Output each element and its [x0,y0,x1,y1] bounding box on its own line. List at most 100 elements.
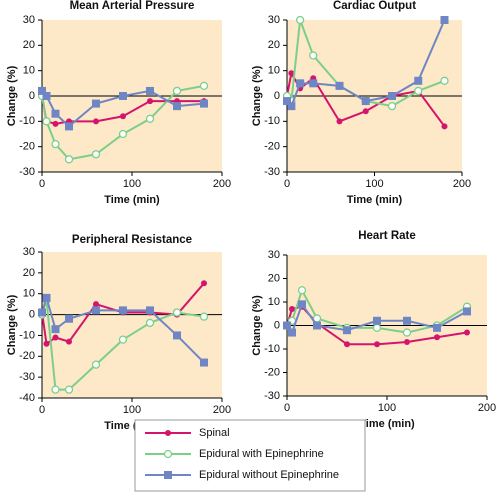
y-tick-label: -30 [19,371,35,383]
marker [313,321,321,330]
marker [43,340,50,347]
panel-title: Cardiac Output [333,0,416,12]
x-axis-label: Time (min) [359,418,415,430]
marker [387,101,397,111]
marker [295,15,305,25]
panel: Cardiac Output -30 -20 -10 0 10 20 30 0 100 200 Tim… [251,0,471,206]
marker [288,70,295,77]
marker [65,314,73,323]
marker [433,323,441,332]
panel-title: Peripheral Resistance [72,234,192,246]
panel: Mean Arterial Pressure -30 -20 -10 0 10 20 30 0 1… [6,0,231,206]
marker [38,308,46,317]
x-tick-label: 0 [39,178,45,190]
legend-label: Spinal [199,427,230,439]
y-tick-label: -30 [19,166,35,178]
y-axis-label: Change (%) [6,65,18,126]
marker [92,306,100,315]
marker [38,86,46,95]
marker [373,316,381,325]
y-tick-label: 10 [268,65,280,77]
marker [65,122,73,131]
marker [163,449,173,459]
y-tick-label: -10 [264,343,280,355]
marker [297,286,307,295]
plot-area [42,252,222,398]
marker [298,300,306,309]
x-tick-label: 200 [453,178,471,190]
marker [434,334,440,341]
y-tick-label: 20 [23,39,35,51]
x-tick-label: 200 [213,178,231,190]
marker [343,326,351,335]
marker [404,338,410,345]
marker [403,316,411,325]
marker [51,109,60,118]
marker [64,155,74,164]
marker [362,108,369,115]
marker [120,113,126,120]
marker [336,118,343,125]
marker [52,120,59,127]
x-tick-label: 100 [123,404,141,416]
panel: Peripheral Resistance -40 -30 -20 -10 0 10 20 30… [6,234,231,432]
marker [165,430,171,436]
marker [414,86,423,96]
marker [145,114,155,123]
y-tick-label: 30 [268,14,280,26]
x-tick-label: 200 [478,402,496,414]
legend-label: Epidural with Epinephrine [199,448,324,460]
y-tick-label: -20 [264,141,280,153]
marker [200,358,208,367]
y-axis-label: Change (%) [251,295,263,356]
legend-label: Epidural without Epinephrine [199,469,339,481]
marker [91,150,101,159]
y-tick-label: 10 [268,296,280,308]
marker [164,471,172,479]
marker [344,341,350,348]
marker [440,16,449,24]
marker [287,102,296,111]
marker [42,92,51,100]
y-tick-label: 20 [268,39,280,51]
marker [66,338,72,345]
y-tick-label: -20 [19,350,35,362]
x-axis-label: Time (min) [104,194,160,206]
marker [173,331,181,340]
y-tick-label: 20 [23,267,35,279]
panel-title: Mean Arterial Pressure [70,0,195,12]
marker [372,323,382,333]
marker [335,81,344,90]
y-tick-label: 0 [29,90,35,102]
marker [145,318,155,328]
marker [42,117,51,126]
marker [374,341,380,348]
y-tick-label: 30 [23,14,35,26]
marker [92,99,100,108]
x-tick-label: 200 [213,404,231,416]
x-tick-label: 0 [284,402,290,414]
y-tick-label: -10 [19,329,35,341]
marker [296,79,305,88]
marker [118,335,128,344]
marker [199,312,209,321]
legend-box [134,419,366,492]
marker [441,123,448,130]
y-tick-label: -40 [19,392,35,404]
marker [146,86,154,95]
marker [402,328,412,337]
y-tick-label: 30 [268,249,280,261]
y-tick-label: 10 [23,65,35,77]
marker [464,329,470,336]
x-tick-label: 100 [365,178,383,190]
panel: Heart Rate -30 -20 -10 0 10 20 30 0 100 200 Time (m… [251,230,496,430]
marker [201,280,207,287]
marker [42,293,51,302]
y-tick-label: 10 [23,288,35,300]
marker [172,86,182,96]
marker [288,328,296,337]
marker [440,76,449,85]
marker [51,385,60,394]
y-axis-label: Change (%) [6,294,18,355]
y-tick-label: -10 [19,115,35,127]
